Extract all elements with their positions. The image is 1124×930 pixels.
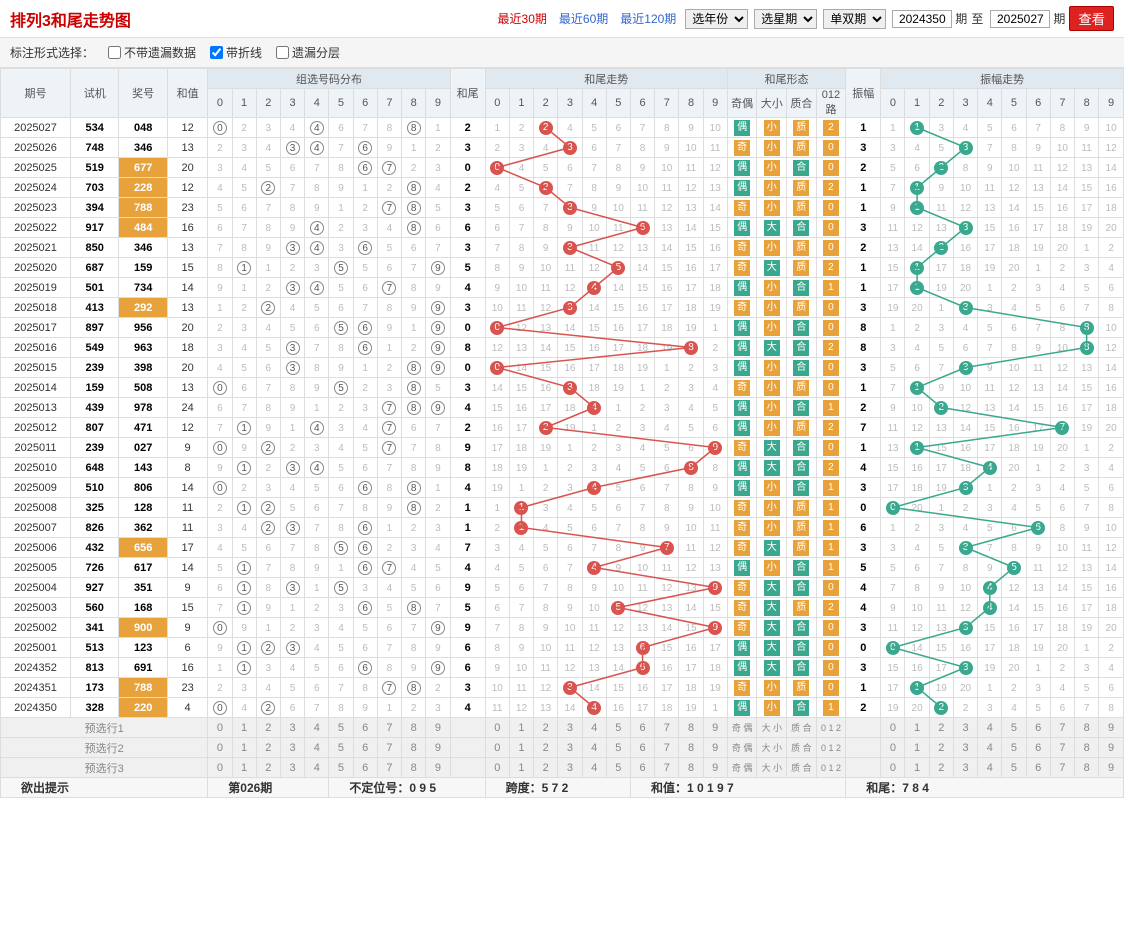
opt-3[interactable]: 遗漏分层 <box>276 44 340 61</box>
data-row: 2024352813691161134566899691011121314616… <box>1 658 1124 678</box>
trend-table: 期号试机奖号和值组选号码分布和尾和尾走势和尾形态振幅振幅走势0123456789… <box>0 68 1124 798</box>
data-row: 2025010648143891234567898181912345688偶大合… <box>1 458 1124 478</box>
data-row: 2025014159508130678952385314151631819123… <box>1 378 1124 398</box>
data-row: 2025021850346137893436567378931112131415… <box>1 238 1124 258</box>
data-row: 202502551967720345678672300456789101112偶… <box>1 158 1124 178</box>
data-row: 2025002341900909123456799789101112131415… <box>1 618 1124 638</box>
data-row: 2025005726617145178916745445674910111213… <box>1 558 1124 578</box>
data-row: 2025027534048120234467881212245678910偶小质… <box>1 118 1124 138</box>
data-row: 20250267483461323434769123234367891011奇小… <box>1 138 1124 158</box>
preselect-row[interactable]: 预选行101234567890123456789奇 偶大 小质 合0 1 201… <box>1 718 1124 738</box>
data-row: 2025015239398204563891289001415161718191… <box>1 358 1124 378</box>
data-row: 2025024703228124527891284245278910111213… <box>1 178 1124 198</box>
preselect-row[interactable]: 预选行201234567890123456789奇 偶大 小质 合0 1 201… <box>1 738 1124 758</box>
page-title: 排列3和尾走势图 <box>10 7 131 31</box>
link-60[interactable]: 最近60期 <box>559 10 608 27</box>
opt-2[interactable]: 带折线 <box>210 44 262 61</box>
data-row: 2025016549963183453786129812131415161718… <box>1 338 1124 358</box>
data-row: 202501280747112719143476721617219123456偶… <box>1 418 1124 438</box>
data-row: 2025013439978246789123789415161718412345… <box>1 398 1124 418</box>
tip-row: 欲出提示第026期不定位号：0 9 5跨度：5 7 2和值：1 0 1 9 7和… <box>1 778 1124 798</box>
sel-odd[interactable]: 单双期 <box>823 9 886 29</box>
data-row: 2025001513123691234567896891011121361516… <box>1 638 1124 658</box>
link-120[interactable]: 最近120期 <box>620 10 676 27</box>
data-row: 2025023394788235678912785356739101112131… <box>1 198 1124 218</box>
data-row: 2025017897956202345656919001213141516171… <box>1 318 1124 338</box>
inp-to[interactable] <box>990 10 1050 28</box>
data-row: 2025019501734149123456789491011124141516… <box>1 278 1124 298</box>
data-row: 20250064326561745678562347345678971112奇大… <box>1 538 1124 558</box>
data-row: 2025022917484166789423486667891011613141… <box>1 218 1124 238</box>
sel-week[interactable]: 选星期 <box>754 9 817 29</box>
data-row: 20250112390279092234577891718191234569奇大… <box>1 438 1124 458</box>
data-row: 2024351173788232345678782310111231415161… <box>1 678 1124 698</box>
data-row: 2024350328220404267891234111213144161718… <box>1 698 1124 718</box>
preselect-row[interactable]: 预选行301234567890123456789奇 偶大 小质 合0 1 201… <box>1 758 1124 778</box>
data-row: 20250078263621134237861231214567891011奇小… <box>1 518 1124 538</box>
data-row: 2025009510806140234566881419123456789偶小合… <box>1 478 1124 498</box>
link-30[interactable]: 最近30期 <box>498 10 547 27</box>
data-row: 2025020687159158112355679589101112514151… <box>1 258 1124 278</box>
sel-year[interactable]: 选年份 <box>685 9 748 29</box>
data-row: 202500492735196183153456956789101112139奇… <box>1 578 1124 598</box>
opt-1[interactable]: 不带遗漏数据 <box>108 44 196 61</box>
data-row: 2025018413292131224567899310111231415161… <box>1 298 1124 318</box>
inp-from[interactable] <box>892 10 952 28</box>
data-row: 2025003560168157191236587567891051213141… <box>1 598 1124 618</box>
data-row: 2025008325128112125678982111345678910奇小质… <box>1 498 1124 518</box>
btn-view[interactable]: 查看 <box>1069 6 1114 31</box>
options-bar: 标注形式选择： 不带遗漏数据 带折线 遗漏分层 <box>0 38 1124 68</box>
